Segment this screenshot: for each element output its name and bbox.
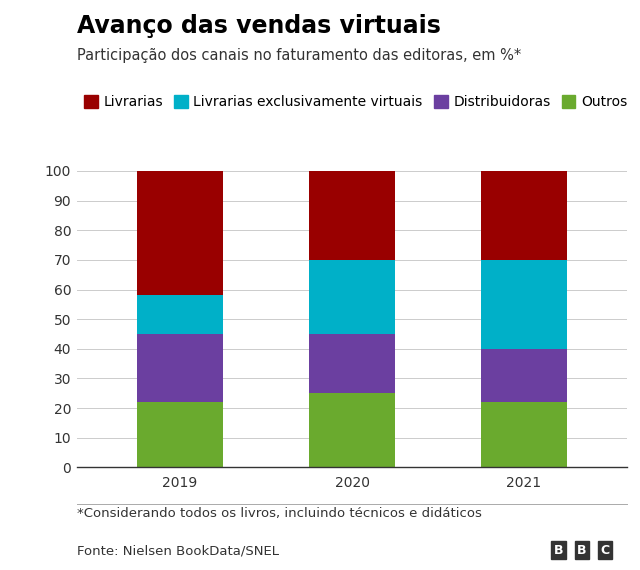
Bar [137, 334, 223, 402]
Text: B: B [577, 544, 586, 557]
Bar [137, 402, 223, 467]
Text: Participação dos canais no faturamento das editoras, em %*: Participação dos canais no faturamento d… [77, 48, 521, 63]
Bar [309, 393, 395, 467]
Bar [481, 349, 567, 402]
Bar [309, 334, 395, 393]
Legend: Livrarias, Livrarias exclusivamente virtuais, Distribuidoras, Outros: Livrarias, Livrarias exclusivamente virt… [84, 95, 627, 109]
Bar [309, 171, 395, 260]
Text: Avanço das vendas virtuais: Avanço das vendas virtuais [77, 14, 441, 38]
Bar [309, 260, 395, 334]
Bar [137, 171, 223, 295]
Bar [481, 171, 567, 260]
Text: C: C [600, 544, 609, 557]
Text: *Considerando todos os livros, incluindo técnicos e didáticos: *Considerando todos os livros, incluindo… [77, 507, 482, 520]
Bar [481, 402, 567, 467]
Bar [137, 295, 223, 334]
Bar [481, 260, 567, 349]
Text: Fonte: Nielsen BookData/SNEL: Fonte: Nielsen BookData/SNEL [77, 544, 279, 557]
Text: B: B [554, 544, 563, 557]
